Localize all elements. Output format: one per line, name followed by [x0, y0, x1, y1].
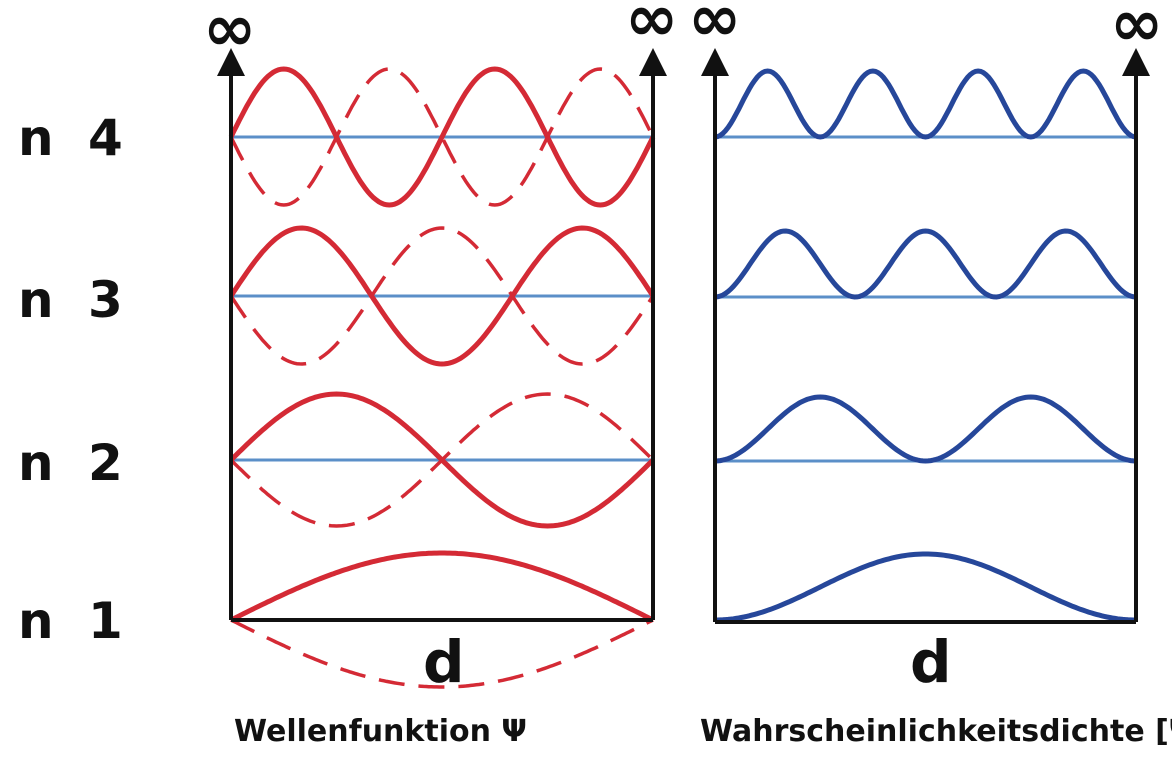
infinity-icon-left-1: ∞	[203, 0, 256, 66]
density-baselines	[715, 135, 1136, 463]
left-caption: Wellenfunktion Ψ	[234, 714, 527, 749]
wavefunction-mirror-curve-n3	[229, 226, 655, 366]
level-n-label-1: n	[18, 592, 54, 650]
wavefunction-panel: d Wellenfunktion Ψ	[217, 48, 667, 749]
wavefunction-curve-n1	[229, 550, 655, 623]
density-curves	[714, 68, 1137, 623]
level-n-label-2: n	[18, 434, 54, 492]
level-n-value-4: 4	[88, 109, 123, 167]
level-labels: n 4 n 3 n 2 n 1	[18, 109, 123, 650]
density-curve-n1	[715, 551, 1136, 623]
infinity-icon-right-2: ∞	[1110, 0, 1163, 61]
level-n-value-3: 3	[88, 271, 123, 329]
wavefunction-curves	[228, 66, 656, 689]
density-curve-n4	[714, 68, 1137, 140]
wavefunction-mirror-curve-n1	[230, 618, 654, 689]
infinity-symbols: ∞ ∞ ∞ ∞	[203, 0, 1163, 66]
level-n-label-3: n	[18, 271, 54, 329]
level-n-value-2: 2	[88, 434, 123, 492]
density-panel: d Wahrscheinlichkeitsdichte [Ψ]²	[700, 48, 1172, 749]
density-curve-n3	[714, 228, 1137, 300]
density-curve-n2	[714, 394, 1137, 464]
infinity-icon-right-1: ∞	[688, 0, 741, 56]
left-axis-d-label: d	[423, 628, 465, 696]
right-caption: Wahrscheinlichkeitsdichte [Ψ]²	[700, 714, 1172, 749]
wavefunction-mirror-curve-n2	[229, 392, 655, 528]
wavefunction-mirror-curve-n4	[229, 67, 655, 207]
wavefunction-baselines	[231, 135, 653, 462]
level-n-label-4: n	[18, 109, 54, 167]
infinity-icon-left-2: ∞	[625, 0, 678, 56]
level-n-value-1: 1	[88, 592, 123, 650]
wavefunction-curve-n3	[228, 225, 656, 367]
wavefunction-curve-n4	[228, 66, 656, 208]
right-axis-d-label: d	[910, 628, 952, 696]
